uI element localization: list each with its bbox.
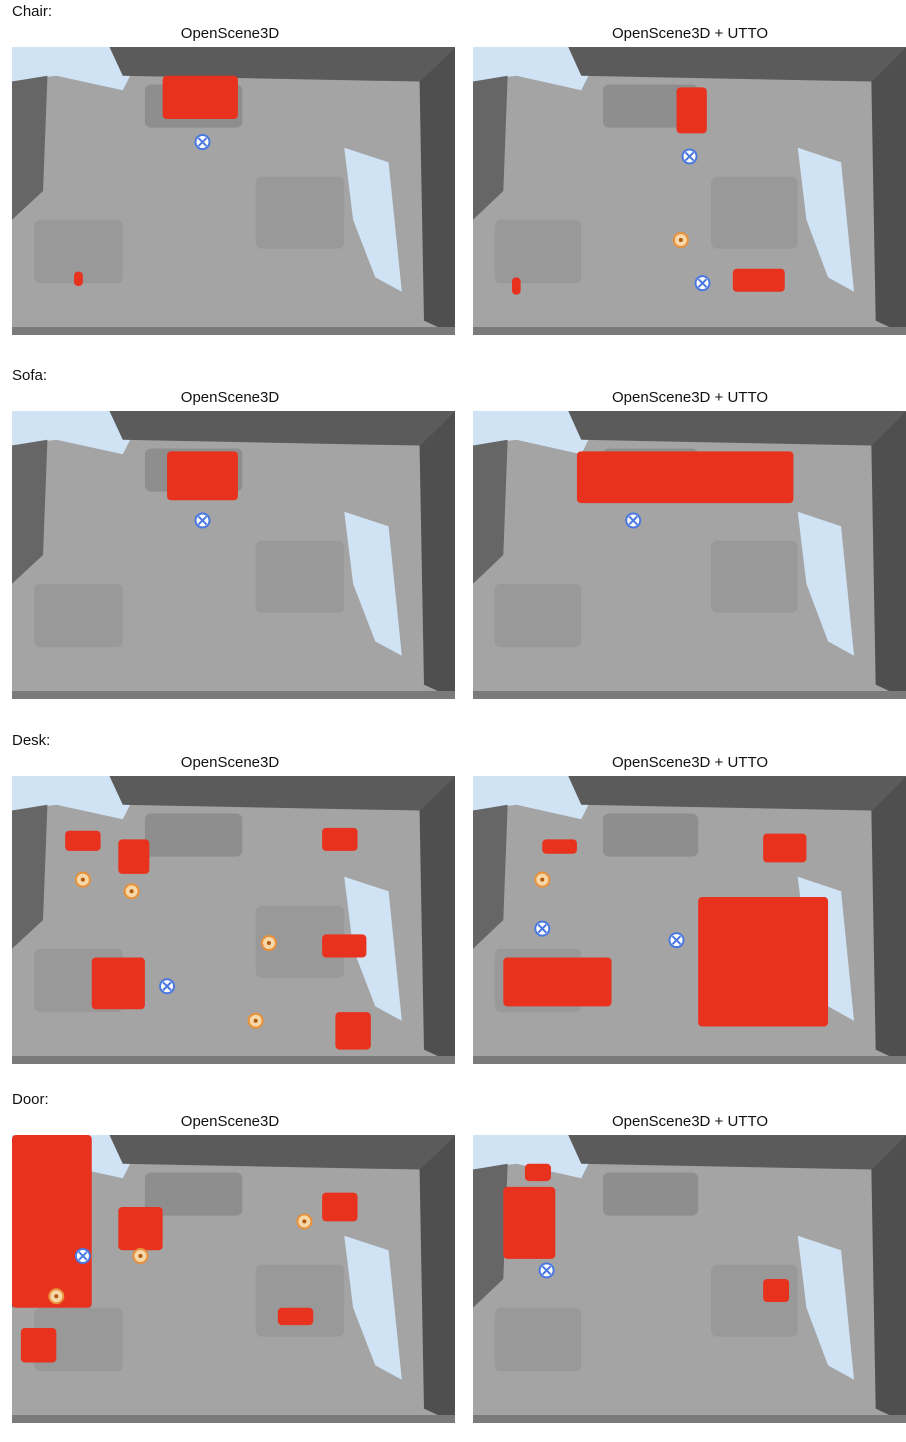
segmentation-mask <box>512 277 521 294</box>
floor-edge <box>12 327 455 335</box>
segmentation-mask <box>503 1187 555 1259</box>
floor-edge <box>12 691 455 699</box>
panel-title: OpenScene3D + UTTO <box>612 389 768 406</box>
wall-top <box>568 1135 906 1170</box>
warning-icon-dot <box>254 1019 258 1023</box>
panel-title: OpenScene3D <box>181 25 280 42</box>
floor-edge <box>473 1056 906 1064</box>
furniture <box>603 1172 698 1215</box>
panel-title: OpenScene3D + UTTO <box>612 754 768 771</box>
floor-edge <box>473 1415 906 1423</box>
panel-title: OpenScene3D + UTTO <box>612 25 768 42</box>
segmentation-mask <box>163 76 238 119</box>
page: {"rows":[ {"label":"Chair:","panels":[{"… <box>0 0 906 1437</box>
furniture <box>145 813 242 856</box>
row-label: Chair: <box>12 3 52 20</box>
warning-icon-dot <box>130 889 134 893</box>
wall-right <box>871 1135 906 1423</box>
scene-render <box>473 776 906 1064</box>
segmentation-mask <box>698 897 828 1027</box>
warning-icon-dot <box>302 1219 306 1223</box>
segmentation-mask <box>118 1207 162 1250</box>
wall-right <box>420 776 455 1064</box>
furniture <box>495 584 582 647</box>
scene-render <box>473 47 906 335</box>
segmentation-mask <box>65 831 100 851</box>
wall-right <box>871 411 906 699</box>
segmentation-mask <box>577 451 794 503</box>
furniture <box>711 177 798 249</box>
segmentation-mask <box>21 1328 56 1363</box>
wall-right <box>420 47 455 335</box>
panel-title: OpenScene3D + UTTO <box>612 1113 768 1130</box>
segmentation-mask <box>733 269 785 292</box>
scene-render <box>12 776 455 1064</box>
warning-icon-dot <box>54 1294 58 1298</box>
segmentation-mask <box>525 1164 551 1181</box>
wall-right <box>871 776 906 1064</box>
warning-icon-dot <box>138 1254 142 1258</box>
floor-edge <box>473 691 906 699</box>
furniture <box>256 541 345 613</box>
scene-render <box>12 1135 455 1423</box>
row-label: Desk: <box>12 732 50 749</box>
segmentation-mask <box>278 1308 313 1325</box>
furniture <box>34 584 123 647</box>
segmentation-mask <box>763 834 806 863</box>
scene-render <box>473 1135 906 1423</box>
floor-edge <box>473 327 906 335</box>
warning-icon-dot <box>679 238 683 242</box>
warning-icon-dot <box>267 941 271 945</box>
warning-icon-dot <box>81 878 85 882</box>
wall-right <box>420 1135 455 1423</box>
furniture <box>256 1265 345 1337</box>
segmentation-mask <box>322 828 357 851</box>
furniture <box>495 220 582 283</box>
segmentation-mask <box>74 272 83 286</box>
figure: Chair: OpenScene3D OpenScene3D + UTTO Sofa:… <box>0 0 906 1437</box>
panel-title: OpenScene3D <box>181 1113 280 1130</box>
floor-edge <box>12 1415 455 1423</box>
segmentation-mask <box>677 87 707 133</box>
wall-top <box>568 411 906 446</box>
furniture <box>495 1308 582 1371</box>
wall-top <box>109 776 455 811</box>
furniture <box>711 541 798 613</box>
segmentation-mask <box>763 1279 789 1302</box>
scene-render <box>12 47 455 335</box>
segmentation-mask <box>167 451 238 500</box>
floor-edge <box>12 1056 455 1064</box>
scene-render <box>12 411 455 699</box>
segmentation-mask <box>92 957 145 1009</box>
segmentation-mask <box>322 1193 357 1222</box>
furniture <box>256 177 345 249</box>
panel-title: OpenScene3D <box>181 754 280 771</box>
row-label: Sofa: <box>12 367 47 384</box>
segmentation-mask <box>335 1012 370 1049</box>
wall-right <box>420 411 455 699</box>
scene-render <box>473 411 906 699</box>
segmentation-mask <box>322 934 366 957</box>
segmentation-mask <box>503 957 611 1006</box>
wall-top <box>568 776 906 811</box>
row-label: Door: <box>12 1091 49 1108</box>
furniture <box>603 813 698 856</box>
wall-top <box>109 47 455 82</box>
segmentation-mask <box>118 839 149 874</box>
wall-top <box>568 47 906 82</box>
wall-top <box>109 411 455 446</box>
segmentation-mask <box>12 1135 92 1308</box>
warning-icon-dot <box>540 878 544 882</box>
panel-title: OpenScene3D <box>181 389 280 406</box>
segmentation-mask <box>542 839 577 853</box>
wall-top <box>109 1135 455 1170</box>
wall-right <box>871 47 906 335</box>
